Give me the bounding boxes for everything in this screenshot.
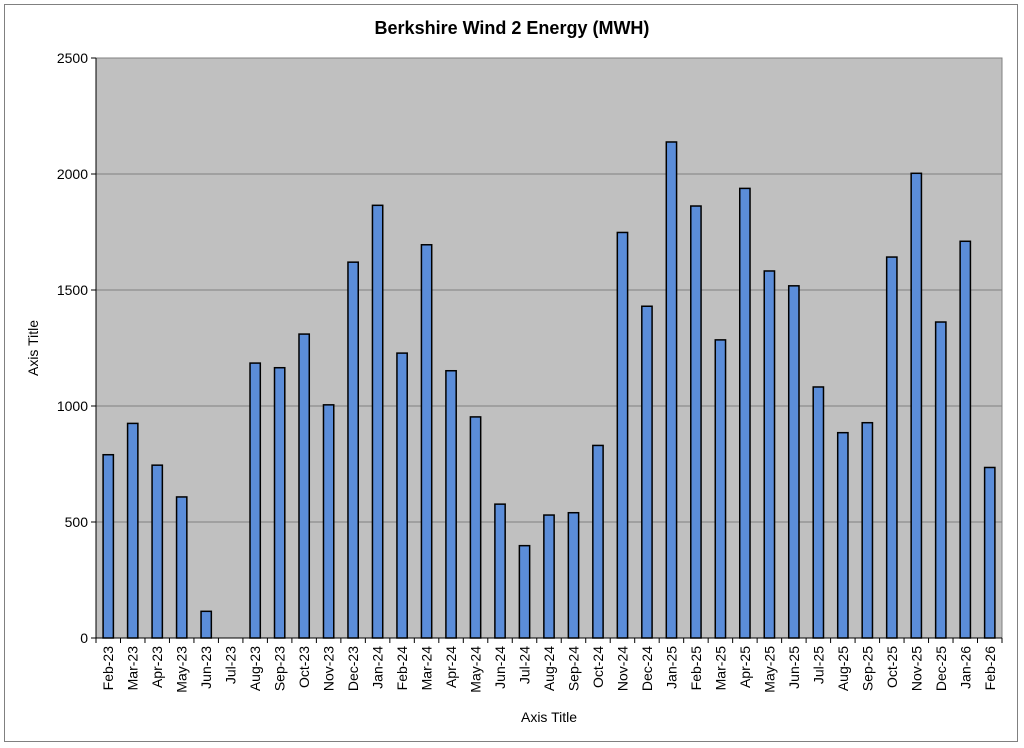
bar xyxy=(885,256,898,639)
x-tick-label: Nov-23 xyxy=(321,646,337,691)
x-tick-label: Aug-24 xyxy=(541,646,557,691)
bar xyxy=(273,366,286,639)
x-tick-label: Feb-26 xyxy=(982,646,998,691)
chart-title: Berkshire Wind 2 Energy (MWH) xyxy=(374,18,650,38)
y-tick-labels: 0 500 1000 1500 2000 2500 xyxy=(57,50,96,646)
x-tick-label: Jan-24 xyxy=(370,646,386,689)
bar xyxy=(200,610,213,639)
x-tick-label: May-24 xyxy=(468,646,484,693)
x-tick-label: Sep-24 xyxy=(565,646,581,691)
x-tick-label: Oct-25 xyxy=(884,646,900,688)
x-tick-label: Apr-23 xyxy=(149,646,165,688)
bar xyxy=(543,514,555,639)
bar xyxy=(175,496,188,639)
bar xyxy=(983,466,996,639)
x-tick-label: Feb-23 xyxy=(100,646,116,691)
gridlines xyxy=(96,57,1002,523)
bar xyxy=(714,339,727,639)
x-tick-label: Oct-23 xyxy=(296,646,312,688)
bar xyxy=(665,141,678,639)
bars xyxy=(102,141,996,639)
x-tick-label: Sep-23 xyxy=(272,646,288,691)
y-tick-label: 2500 xyxy=(57,50,88,66)
bar xyxy=(763,270,776,639)
x-tick-label: Aug-25 xyxy=(835,646,851,691)
bar xyxy=(469,416,482,639)
x-tick-label: Sep-25 xyxy=(859,646,875,691)
x-tick-label: Jun-24 xyxy=(492,646,508,689)
bar xyxy=(445,369,457,639)
x-tick-label: Jun-25 xyxy=(786,646,802,689)
x-tick-label: Oct-24 xyxy=(590,646,606,688)
x-tick-labels: Feb-23 Mar-23 Apr-23 May-23 Jun-23 Jul-23 Aug-… xyxy=(95,638,1003,693)
x-tick-label: Feb-24 xyxy=(394,646,410,691)
bar xyxy=(641,305,653,639)
bar xyxy=(347,261,360,639)
bar xyxy=(910,172,923,639)
bar xyxy=(592,444,604,639)
y-tick-label: 2000 xyxy=(57,166,88,182)
x-tick-label: May-23 xyxy=(174,646,190,693)
bar xyxy=(861,421,874,639)
y-tick-label: 500 xyxy=(65,514,89,530)
x-tick-label: Nov-25 xyxy=(908,646,924,691)
x-tick-label: Jul-23 xyxy=(223,646,239,684)
bar xyxy=(934,321,947,639)
bar xyxy=(371,204,384,639)
y-tick-label: 0 xyxy=(80,630,88,646)
y-tick-label: 1000 xyxy=(57,398,88,414)
y-tick-label: 1500 xyxy=(57,282,88,298)
x-tick-label: Nov-24 xyxy=(614,646,630,691)
bar xyxy=(298,333,311,639)
x-tick-label: Mar-25 xyxy=(712,646,728,691)
bar xyxy=(690,205,702,639)
bar xyxy=(518,544,531,639)
x-tick-label: Aug-23 xyxy=(247,646,263,691)
x-tick-label: Mar-23 xyxy=(125,646,141,691)
x-tick-label: Jan-26 xyxy=(957,646,973,689)
x-tick-label: Apr-24 xyxy=(443,646,459,688)
bar xyxy=(102,453,115,639)
bar xyxy=(787,285,800,639)
x-tick-label: Dec-24 xyxy=(639,646,655,691)
x-tick-label: May-25 xyxy=(761,646,777,693)
bar xyxy=(836,431,849,639)
bar xyxy=(494,503,506,639)
x-tick-label: Dec-23 xyxy=(345,646,361,691)
x-tick-label: Feb-25 xyxy=(688,646,704,691)
bar xyxy=(959,240,972,639)
axes xyxy=(95,58,1002,639)
bar xyxy=(616,231,629,639)
bar xyxy=(151,464,164,639)
bar xyxy=(420,244,433,639)
x-tick-label: Apr-25 xyxy=(737,646,753,688)
bar xyxy=(396,352,408,639)
x-tick-label: Jul-25 xyxy=(810,646,826,684)
bar xyxy=(249,362,262,639)
x-tick-label: Jan-25 xyxy=(663,646,679,689)
x-axis-title: Axis Title xyxy=(521,709,577,725)
bar xyxy=(126,422,139,639)
y-axis-title: Axis Title xyxy=(25,320,41,376)
x-tick-label: Dec-25 xyxy=(933,646,949,691)
x-tick-label: Mar-24 xyxy=(419,646,435,691)
bar xyxy=(812,386,825,639)
bar xyxy=(567,511,580,639)
bar xyxy=(738,187,751,639)
bar xyxy=(322,404,335,639)
x-tick-label: Jul-24 xyxy=(517,646,533,684)
x-tick-label: Jun-23 xyxy=(198,646,214,689)
